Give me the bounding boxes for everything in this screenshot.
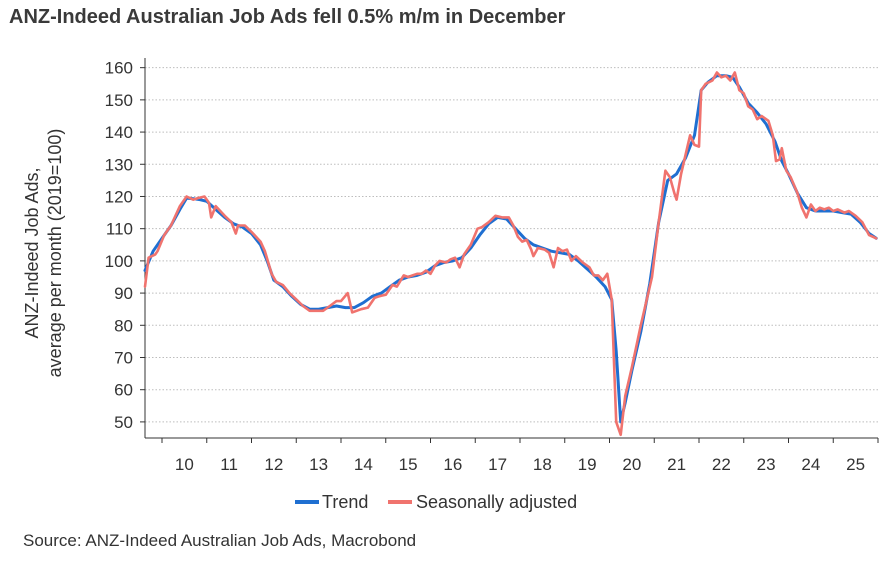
- y-tick-labels: 50 60 70 80 90 100 110 120 130 140 150 160: [105, 59, 133, 432]
- series-line-trend: [143, 74, 878, 424]
- y-axis-title-line-1: ANZ-Indeed Job Ads,: [22, 167, 42, 338]
- x-tick-label-17: 17: [488, 455, 507, 474]
- y-axis-title-line-2: average per month (2019=100): [45, 129, 65, 378]
- y-tick-label-80: 80: [114, 316, 133, 335]
- y-tick-label-110: 110: [106, 220, 133, 239]
- x-tick-label-24: 24: [801, 455, 820, 474]
- series-lines: [143, 71, 878, 437]
- x-tick-labels: 10 11 12 13 14 15 16 17 18 19 20 21 22 23 24 25: [175, 455, 865, 474]
- x-tick-label-12: 12: [264, 455, 283, 474]
- y-tick-label-50: 50: [114, 413, 133, 432]
- y-tick-label-120: 120: [105, 187, 133, 206]
- y-tick-label-60: 60: [114, 381, 133, 400]
- source-note: Source: ANZ-Indeed Australian Job Ads, M…: [23, 531, 417, 550]
- legend-label-seasonally-adjusted: Seasonally adjusted: [416, 492, 577, 512]
- x-tick-label-21: 21: [667, 455, 686, 474]
- x-tick-label-14: 14: [354, 455, 373, 474]
- series-line-seasonally-adjusted: [143, 71, 878, 437]
- y-tick-label-70: 70: [114, 348, 133, 367]
- x-tick-label-18: 18: [533, 455, 552, 474]
- x-tick-label-10: 10: [175, 455, 194, 474]
- x-tick-label-13: 13: [309, 455, 328, 474]
- y-tick-label-160: 160: [105, 59, 133, 78]
- axes: [140, 58, 879, 443]
- y-tick-label-100: 100: [105, 252, 133, 271]
- x-tick-label-11: 11: [220, 455, 238, 474]
- y-tick-label-150: 150: [105, 91, 133, 110]
- x-tick-label-25: 25: [846, 455, 865, 474]
- x-tick-label-15: 15: [399, 455, 418, 474]
- x-tick-label-19: 19: [578, 455, 597, 474]
- x-tick-label-23: 23: [757, 455, 776, 474]
- chart-title: ANZ-Indeed Australian Job Ads fell 0.5% …: [9, 6, 566, 28]
- x-tick-label-20: 20: [622, 455, 641, 474]
- y-tick-label-140: 140: [105, 123, 133, 142]
- x-tick-label-22: 22: [712, 455, 731, 474]
- legend-label-trend: Trend: [322, 492, 368, 512]
- x-tick-label-16: 16: [443, 455, 462, 474]
- y-tick-label-130: 130: [105, 155, 133, 174]
- legend: Trend Seasonally adjusted: [295, 492, 577, 512]
- y-tick-label-90: 90: [114, 284, 133, 303]
